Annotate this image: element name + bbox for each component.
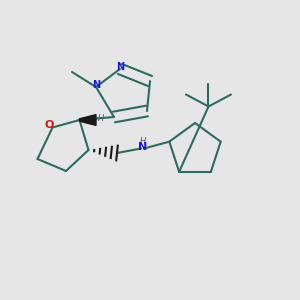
Text: N: N xyxy=(138,142,147,152)
Text: N: N xyxy=(116,62,124,73)
Text: H: H xyxy=(140,137,146,146)
Polygon shape xyxy=(80,115,96,125)
Text: H: H xyxy=(98,114,104,123)
Text: N: N xyxy=(92,80,100,91)
Text: O: O xyxy=(45,120,54,130)
